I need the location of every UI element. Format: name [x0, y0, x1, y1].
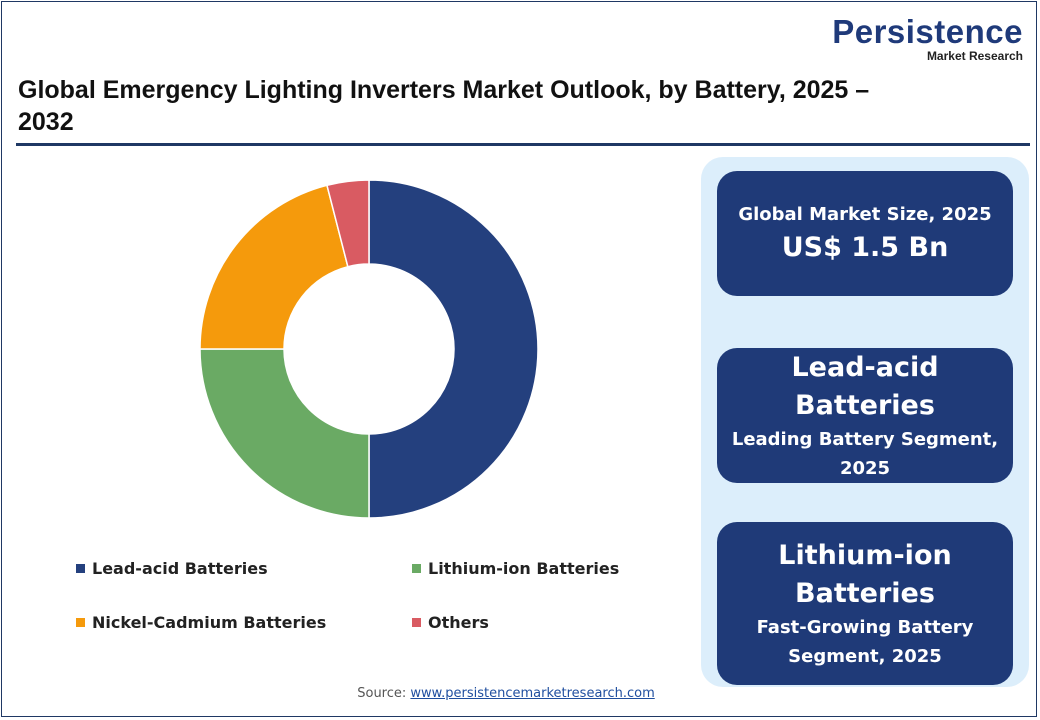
- leading-segment-subtitle: Leading Battery Segment, 2025: [731, 428, 999, 479]
- legend-item-others: Others: [412, 613, 489, 632]
- donut-slice-lithium-ion-batteries: [199, 348, 370, 519]
- fast-growing-subtitle: Fast-Growing Battery Segment, 2025: [756, 616, 974, 667]
- legend-item-lithium-ion: Lithium-ion Batteries: [412, 559, 619, 578]
- legend-label-lithium-ion: Lithium-ion Batteries: [428, 559, 620, 578]
- donut-chart: [199, 179, 539, 519]
- legend-swatch-others: [412, 618, 421, 627]
- legend-item-nickel-cadmium: Nickel-Cadmium Batteries: [76, 613, 326, 632]
- source-line: Source: www.persistencemarketresearch.co…: [0, 686, 1012, 701]
- legend-swatch-nickel-cadmium: [76, 618, 85, 627]
- title-divider: [16, 143, 1030, 146]
- donut-slice-others: [326, 179, 370, 268]
- donut-slice-lead-acid-batteries: [368, 179, 539, 519]
- legend-label-nickel-cadmium: Nickel-Cadmium Batteries: [92, 613, 327, 632]
- legend-label-others: Others: [428, 613, 489, 632]
- chart-title: Global Emergency Lighting Inverters Mark…: [18, 76, 870, 136]
- legend-item-lead-acid: Lead-acid Batteries: [76, 559, 268, 578]
- legend-label-lead-acid: Lead-acid Batteries: [92, 559, 268, 578]
- market-size-label: Global Market Size, 2025: [738, 204, 992, 225]
- legend-swatch-lithium-ion: [412, 564, 421, 573]
- donut-slice-nickel-cadmium-batteries: [199, 184, 349, 350]
- logo-sub-text: Market Research: [926, 49, 1023, 63]
- logo-main-text: Persistence: [832, 13, 1023, 50]
- market-size-value: US$ 1.5 Bn: [781, 232, 949, 263]
- fast-growing-card: Lithium-ion Batteries Fast-Growing Batte…: [717, 522, 1013, 685]
- fast-growing-title: Lithium-ion Batteries: [778, 539, 952, 609]
- leading-segment-title: Lead-acid Batteries: [791, 351, 939, 421]
- source-label: Source:: [357, 686, 407, 701]
- leading-segment-card: Lead-acid Batteries Leading Battery Segm…: [717, 348, 1013, 483]
- market-size-card: Global Market Size, 2025 US$ 1.5 Bn: [717, 171, 1013, 296]
- source-link[interactable]: www.persistencemarketresearch.com: [410, 686, 655, 701]
- brand-logo: Persistence Market Research: [832, 13, 1023, 64]
- legend-swatch-lead-acid: [76, 564, 85, 573]
- chart-legend: Lead-acid Batteries Lithium-ion Batterie…: [76, 555, 676, 645]
